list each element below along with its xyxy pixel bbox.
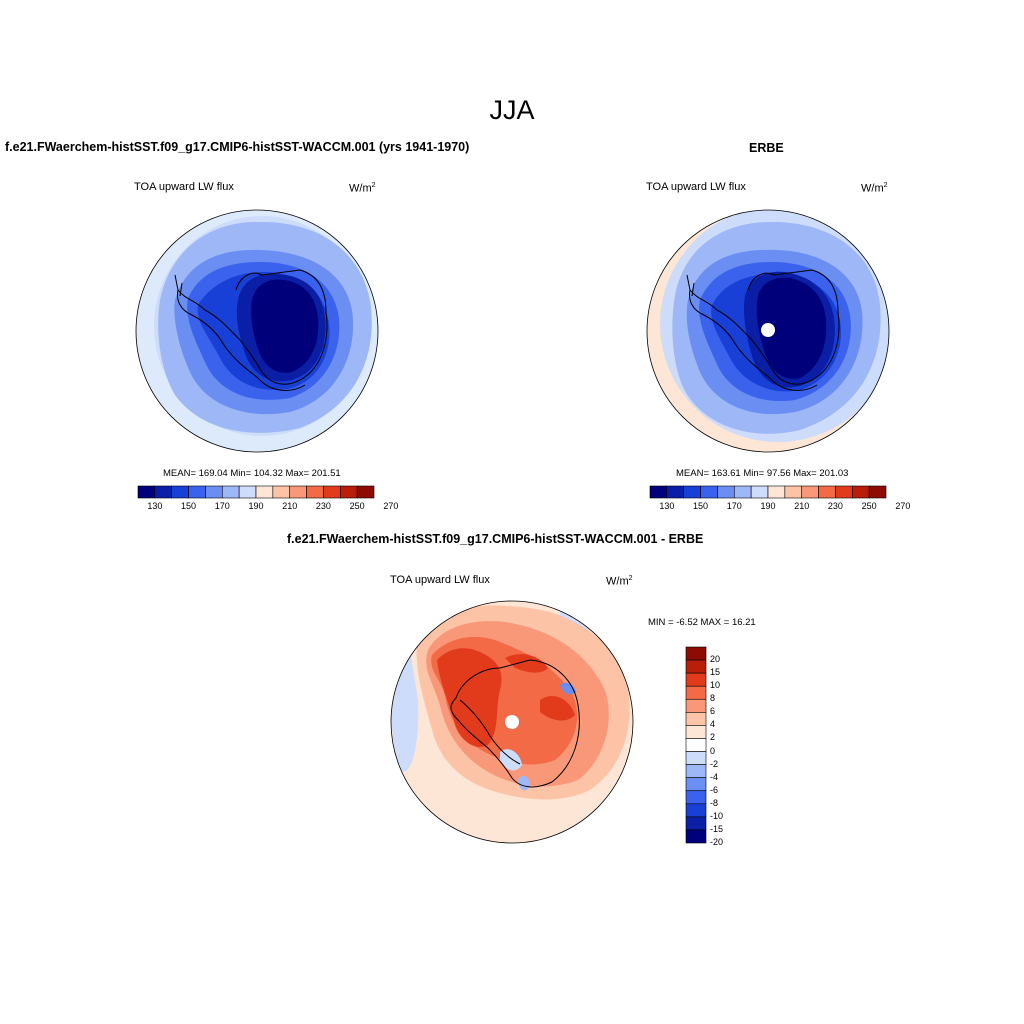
colorbar-tick-label: -15 (710, 823, 724, 834)
colorbar-box (171, 485, 189, 499)
colorbar-tick-label: 210 (794, 501, 810, 511)
colorbar-tick-label: 20 (710, 654, 721, 665)
colorbar-tick-label: 10 (710, 680, 721, 691)
colorbar-tick-label: 230 (315, 501, 331, 511)
obs-variable-label: TOA upward LW flux (646, 181, 746, 193)
colorbar-tick-label: 210 (282, 501, 298, 511)
colorbar-box (323, 485, 341, 499)
colorbar-tick-label: 250 (349, 501, 365, 511)
colorbar-box (685, 829, 707, 844)
colorbar-tick-label: 270 (383, 501, 399, 511)
colorbar-box (306, 485, 324, 499)
colorbar-tick-label: 250 (861, 501, 877, 511)
colorbar-tick-label: 0 (710, 745, 716, 756)
colorbar-box (685, 816, 707, 831)
colorbar-box (717, 485, 735, 499)
colorbar-tick-label: -6 (710, 784, 719, 795)
colorbar-box (685, 790, 707, 805)
colorbar-box (685, 659, 707, 674)
colorbar-box (221, 485, 240, 499)
colorbar-box (700, 485, 718, 499)
colorbar-box (784, 485, 803, 499)
colorbar-box (818, 485, 836, 499)
colorbar-box (801, 485, 819, 499)
colorbar-tick-label: -4 (710, 771, 719, 782)
obs-colorbar (649, 485, 887, 499)
colorbar-box (205, 485, 223, 499)
colorbar-tick-label: 130 (659, 501, 675, 511)
colorbar-tick-label: 150 (693, 501, 709, 511)
figure-title: JJA (489, 95, 535, 125)
colorbar-box (733, 485, 752, 499)
model-units-label: W/m2 (349, 182, 376, 195)
colorbar-box (685, 672, 707, 687)
colorbar-box (685, 712, 707, 726)
obs-panel-title: ERBE (749, 141, 784, 155)
model-panel-title: f.e21.FWaerchem-histSST.f09_g17.CMIP6-hi… (5, 140, 470, 154)
colorbar-tick-label: 270 (895, 501, 911, 511)
colorbar-box (835, 485, 853, 499)
colorbar-box (683, 485, 701, 499)
colorbar-box (685, 764, 707, 778)
colorbar-box (868, 485, 887, 499)
obs-polar-map (647, 210, 889, 452)
colorbar-box (289, 485, 307, 499)
colorbar-box (685, 803, 707, 818)
colorbar-box (685, 738, 707, 752)
colorbar-box (685, 698, 707, 713)
colorbar-tick-label: 230 (827, 501, 843, 511)
colorbar-box (188, 485, 206, 499)
diff-units-label: W/m2 (606, 575, 633, 588)
colorbar-box (339, 485, 358, 499)
colorbar-box (255, 485, 274, 499)
colorbar-box (649, 485, 668, 499)
diff-colorbar (685, 646, 707, 844)
obs-units-label: W/m2 (861, 182, 888, 195)
colorbar-box (685, 725, 707, 739)
colorbar-tick-label: -2 (710, 758, 719, 769)
model-stats: MEAN= 169.04 Min= 104.32 Max= 201.51 (163, 468, 341, 479)
colorbar-box (750, 485, 769, 499)
diff-panel-title: f.e21.FWaerchem-histSST.f09_g17.CMIP6-hi… (287, 532, 704, 546)
colorbar-tick-label: 130 (147, 501, 163, 511)
colorbar-box (685, 777, 707, 792)
diff-variable-label: TOA upward LW flux (390, 574, 490, 586)
diff-stats: MIN = -6.52 MAX = 16.21 (648, 617, 756, 628)
colorbar-box (272, 485, 291, 499)
colorbar-tick-label: 6 (710, 706, 716, 717)
colorbar-tick-label: 15 (710, 667, 721, 678)
colorbar-box (137, 485, 156, 499)
model-polar-map (136, 210, 378, 452)
colorbar-box (767, 485, 786, 499)
colorbar-box (685, 751, 707, 765)
colorbar-tick-label: -10 (710, 810, 724, 821)
colorbar-tick-label: 150 (181, 501, 197, 511)
model-colorbar (137, 485, 375, 499)
colorbar-box (356, 485, 375, 499)
colorbar-box (238, 485, 257, 499)
colorbar-box (685, 685, 707, 700)
colorbar-tick-label: 2 (710, 732, 716, 743)
colorbar-tick-label: 8 (710, 693, 716, 704)
model-variable-label: TOA upward LW flux (134, 181, 234, 193)
colorbar-tick-label: 170 (726, 501, 742, 511)
colorbar-tick-label: 190 (760, 501, 776, 511)
colorbar-box (851, 485, 870, 499)
colorbar-tick-label: 170 (214, 501, 230, 511)
diff-polar-map (391, 601, 633, 843)
obs-stats: MEAN= 163.61 Min= 97.56 Max= 201.03 (676, 468, 849, 479)
colorbar-tick-label: -8 (710, 797, 719, 808)
colorbar-tick-label: -20 (710, 837, 724, 847)
colorbar-tick-label: 4 (710, 719, 716, 730)
colorbar-tick-label: 190 (248, 501, 264, 511)
colorbar-box (154, 485, 173, 499)
colorbar-box (666, 485, 685, 499)
colorbar-box (685, 646, 707, 661)
